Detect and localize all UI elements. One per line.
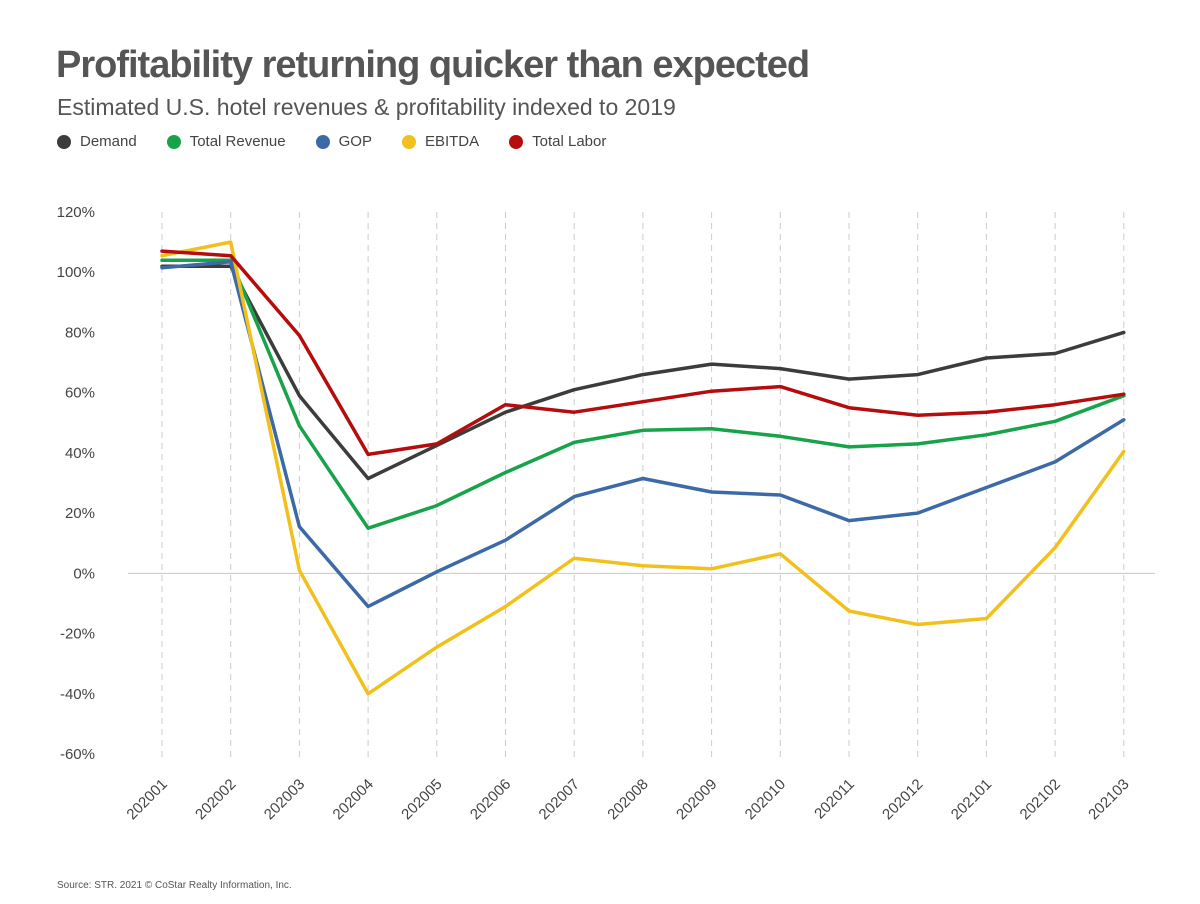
legend-swatch <box>509 134 524 149</box>
legend-label: Total Revenue <box>189 133 286 150</box>
legend-label: Total Labor <box>532 133 607 150</box>
legend-item-demand: Demand <box>57 133 137 150</box>
y-tick-label: 120% <box>57 204 95 221</box>
source-note: Source: STR. 2021 © CoStar Realty Inform… <box>57 880 292 891</box>
legend-label: EBITDA <box>424 133 480 150</box>
y-tick-label: 100% <box>57 264 95 281</box>
x-tick-label: 202103 <box>1085 776 1132 823</box>
y-tick-label: 60% <box>65 385 95 402</box>
x-tick-label: 202006 <box>467 776 514 823</box>
y-tick-label: 80% <box>65 324 95 341</box>
x-tick-label: 202010 <box>742 776 789 823</box>
x-tick-label: 202001 <box>123 776 170 823</box>
x-tick-label: 202002 <box>192 776 239 823</box>
y-tick-label: 20% <box>65 505 95 522</box>
y-tick-label: 40% <box>65 445 95 462</box>
x-tick-label: 202007 <box>536 776 583 823</box>
y-tick-label: -40% <box>60 686 95 703</box>
series-line-gop <box>160 259 1126 609</box>
x-tick-label: 202008 <box>604 776 651 823</box>
series-line-total-labor <box>160 249 1126 457</box>
legend-label: Demand <box>80 133 137 150</box>
x-tick-label: 202012 <box>879 776 926 823</box>
chart-subtitle: Estimated U.S. hotel revenues & profitab… <box>57 94 676 120</box>
x-tick-label: 202005 <box>398 776 445 823</box>
legend: Demand Total Revenue GOP EBITDA Total Labor <box>57 133 636 150</box>
legend-item-total-revenue: Total Revenue <box>166 133 286 150</box>
x-tick-label: 202003 <box>261 776 308 823</box>
legend-swatch <box>401 134 416 149</box>
legend-swatch <box>57 134 71 149</box>
legend-item-ebitda: EBITDA <box>401 133 480 150</box>
series-line-ebitda <box>160 240 1126 696</box>
y-tick-label: -60% <box>60 746 95 763</box>
x-tick-label: 202101 <box>948 776 995 823</box>
series-line-demand <box>160 264 1126 481</box>
x-tick-label: 202102 <box>1017 776 1064 823</box>
series-line-total-revenue <box>160 258 1126 530</box>
legend-item-gop: GOP <box>315 133 372 150</box>
y-tick-label: 0% <box>73 565 95 582</box>
x-tick-label: 202009 <box>673 776 720 823</box>
y-tick-label: -20% <box>60 626 95 643</box>
legend-item-total-labor: Total Labor <box>509 133 606 150</box>
legend-swatch <box>166 134 181 149</box>
legend-label: GOP <box>338 133 372 150</box>
legend-swatch <box>315 134 330 149</box>
x-tick-label: 202004 <box>330 776 377 823</box>
chart-title: Profitability returning quicker than exp… <box>56 44 810 86</box>
x-tick-label: 202011 <box>811 776 858 823</box>
